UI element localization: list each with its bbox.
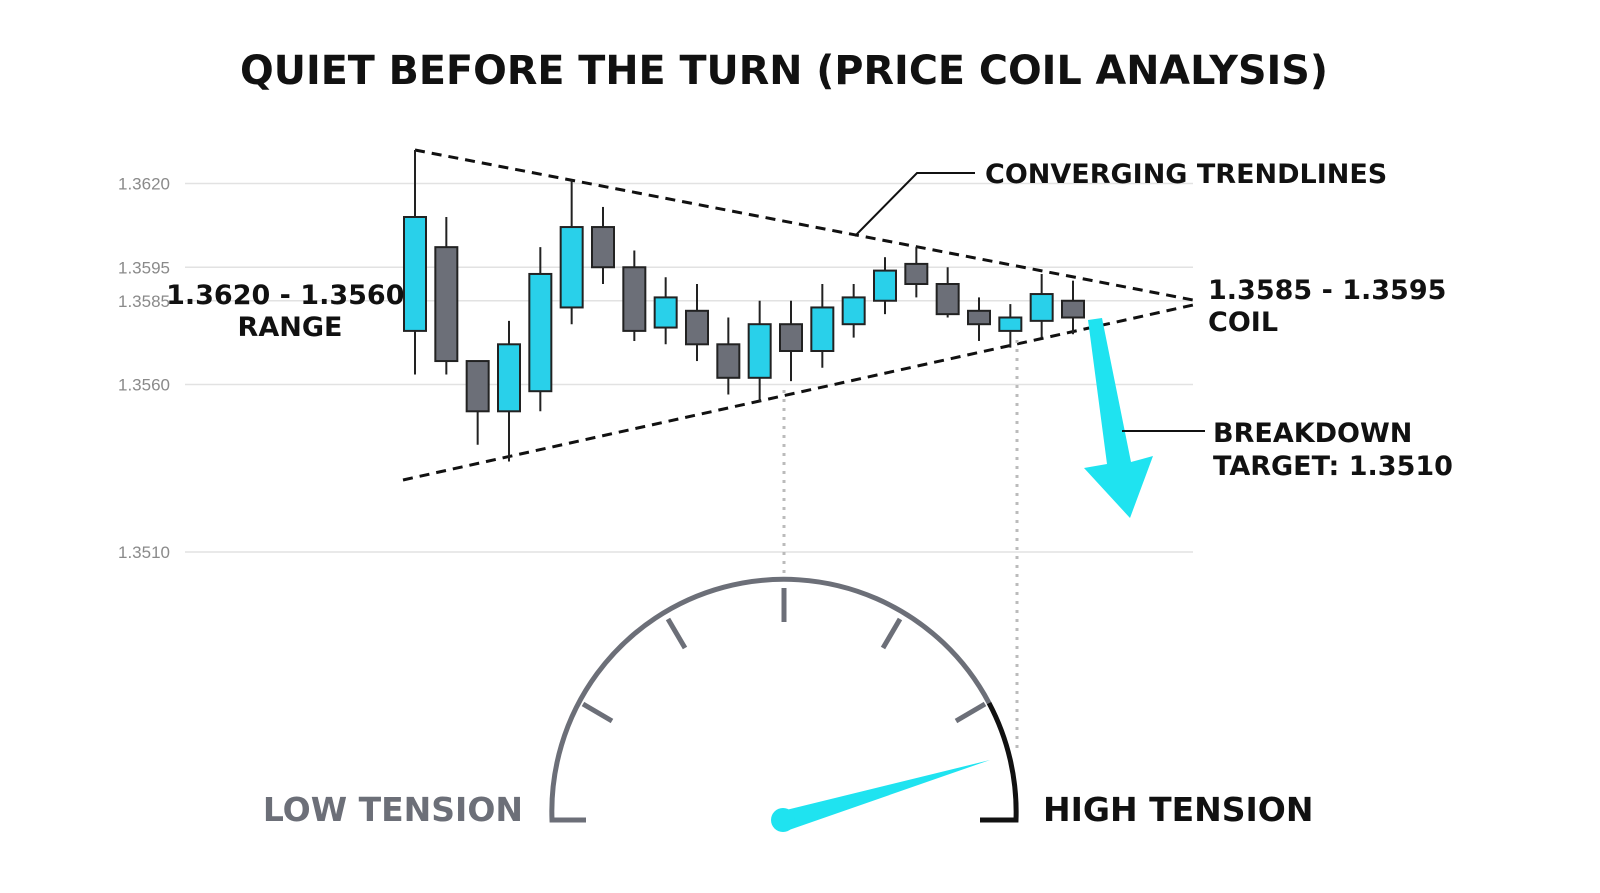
candle-body bbox=[403, 216, 427, 332]
breakdown-label: BREAKDOWN TARGET: 1.3510 bbox=[1213, 418, 1453, 482]
trendline-label: CONVERGING TRENDLINES bbox=[985, 159, 1387, 190]
coil-label-line: COIL bbox=[1208, 307, 1278, 338]
gauge-needle bbox=[778, 760, 990, 830]
y-tick-label: 1.3510 bbox=[118, 543, 170, 562]
y-tick-label: 1.3560 bbox=[118, 376, 170, 395]
gauge-tick bbox=[954, 701, 987, 724]
candle-body bbox=[779, 323, 803, 353]
gauge-ticks bbox=[581, 588, 987, 724]
candle-body bbox=[465, 360, 490, 413]
upper-trendline bbox=[414, 148, 1194, 302]
coil-label: 1.3585 - 1.3595 COIL bbox=[1208, 275, 1456, 338]
y-tick-label: 1.3595 bbox=[118, 258, 170, 277]
leader-line bbox=[854, 172, 975, 237]
high-tension-label: HIGH TENSION bbox=[1043, 790, 1313, 829]
range-label-line: 1.3620 - 1.3560 bbox=[166, 280, 404, 311]
gauge-tick bbox=[880, 617, 903, 650]
candle-body bbox=[653, 296, 678, 329]
candle-body bbox=[716, 343, 741, 379]
gauge-tick bbox=[581, 701, 614, 724]
candle-body bbox=[622, 266, 647, 332]
candle-body bbox=[998, 316, 1023, 332]
candle-body bbox=[810, 306, 835, 353]
candle-body bbox=[935, 283, 960, 316]
candle-body bbox=[1029, 293, 1054, 322]
gauge-arc-high bbox=[980, 701, 1019, 823]
y-tick-label: 1.3620 bbox=[118, 175, 170, 194]
breakdown-label-line: BREAKDOWN bbox=[1213, 418, 1412, 449]
candle-body bbox=[528, 272, 553, 393]
candle-body bbox=[841, 296, 866, 326]
coil-label-line: 1.3585 - 1.3595 bbox=[1208, 275, 1446, 306]
chart-title: QUIET BEFORE THE TURN (PRICE COIL ANALYS… bbox=[240, 48, 1328, 94]
candle-body bbox=[967, 309, 991, 326]
range-label: 1.3620 - 1.3560 RANGE bbox=[166, 280, 414, 343]
range-label-line: RANGE bbox=[238, 312, 343, 343]
candle-body bbox=[873, 269, 897, 302]
candle-body bbox=[497, 343, 521, 413]
candle-body bbox=[434, 246, 459, 363]
y-tick-label: 1.3585 bbox=[118, 292, 170, 311]
low-tension-label: LOW TENSION bbox=[263, 790, 523, 829]
gauge-arc bbox=[549, 576, 992, 823]
breakdown-label-line: TARGET: 1.3510 bbox=[1213, 451, 1453, 482]
candle-body bbox=[1061, 299, 1085, 319]
candle-body bbox=[747, 323, 772, 379]
breakdown-arrow bbox=[1084, 318, 1153, 518]
candle-body bbox=[904, 262, 929, 285]
candle-body bbox=[591, 226, 615, 269]
candle-body bbox=[685, 309, 709, 346]
gauge-hub bbox=[771, 808, 795, 832]
gauge-tick bbox=[665, 617, 688, 650]
candle-body bbox=[559, 226, 584, 309]
